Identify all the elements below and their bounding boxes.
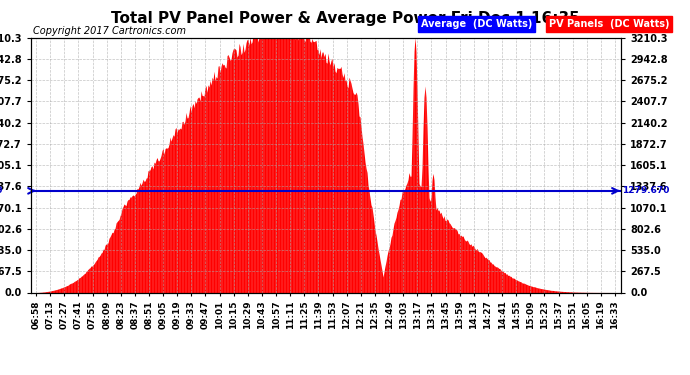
Text: PV Panels  (DC Watts): PV Panels (DC Watts) (549, 19, 669, 29)
Text: Total PV Panel Power & Average Power Fri Dec 1 16:35: Total PV Panel Power & Average Power Fri… (110, 11, 580, 26)
Text: Average  (DC Watts): Average (DC Watts) (421, 19, 532, 29)
Text: 1279.670: 1279.670 (0, 186, 3, 195)
Text: Copyright 2017 Cartronics.com: Copyright 2017 Cartronics.com (33, 26, 186, 36)
Text: 1279.670: 1279.670 (622, 186, 669, 195)
